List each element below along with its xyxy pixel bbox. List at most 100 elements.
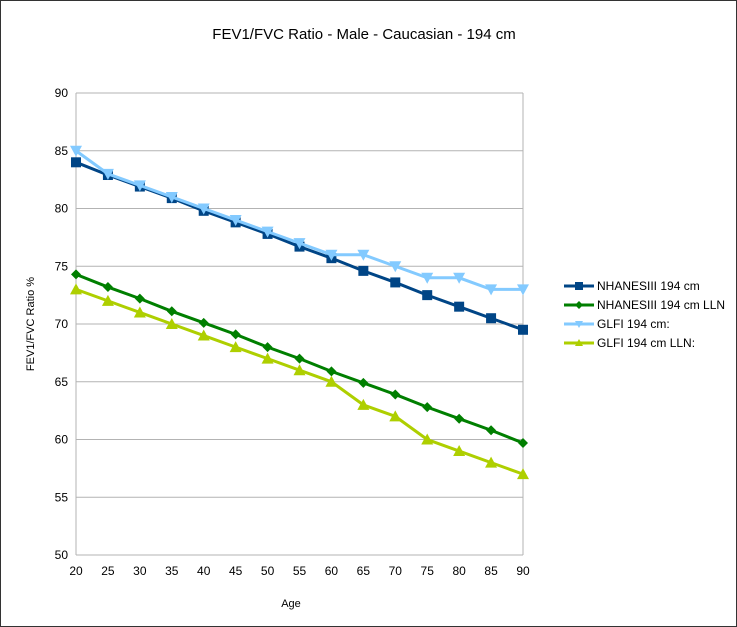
triangle-down-marker	[197, 203, 210, 215]
triangle-down-marker	[421, 272, 434, 284]
triangle-down-marker	[357, 249, 370, 261]
triangle-down-marker	[485, 284, 498, 296]
y-tick-label: 70	[55, 317, 69, 331]
diamond-marker	[326, 366, 337, 377]
triangle-down-marker	[389, 261, 402, 273]
y-tick-label: 80	[55, 202, 69, 216]
x-tick-labels: 20 25 30 35 40 45 50 55 60 65 70 75 80 85 90	[69, 564, 530, 578]
y-axis-label: FEV1/FVC Ratio %	[25, 277, 37, 371]
diamond-marker	[166, 306, 177, 317]
legend-label: NHANESIII 194 cm	[597, 279, 700, 293]
series-2	[70, 145, 529, 296]
triangle-down-marker	[229, 215, 242, 227]
square-marker	[454, 301, 465, 312]
triangle-up-marker	[485, 456, 498, 468]
legend-label: NHANESIII 194 cm LLN	[597, 298, 725, 312]
triangle-up-marker	[70, 283, 82, 295]
diamond-marker	[575, 301, 583, 309]
legend-label: GLFI 194 cm:	[597, 317, 670, 331]
legend-item: NHANESIII 194 cm	[564, 279, 700, 293]
y-tick-label: 90	[55, 86, 69, 100]
diamond-marker	[422, 402, 433, 413]
triangle-down-marker	[261, 226, 274, 238]
y-tick-label: 75	[55, 259, 69, 273]
x-tick-label: 85	[484, 564, 498, 578]
triangle-up-marker	[133, 306, 146, 318]
x-tick-label: 45	[229, 564, 243, 578]
square-marker	[358, 265, 369, 276]
triangle-up-marker	[421, 433, 434, 445]
legend-item: GLFI 194 cm LLN:	[564, 336, 695, 350]
diamond-marker	[230, 329, 241, 340]
x-tick-label: 75	[421, 564, 435, 578]
triangle-up-marker	[101, 294, 114, 306]
legend-item: NHANESIII 194 cm LLN	[564, 298, 725, 312]
x-tick-label: 80	[452, 564, 466, 578]
diamond-marker	[390, 389, 401, 400]
triangle-down-marker	[293, 238, 306, 250]
triangle-down-marker	[325, 249, 338, 261]
triangle-up-marker	[261, 352, 274, 364]
x-tick-label: 25	[101, 564, 115, 578]
series-1	[71, 269, 528, 448]
triangle-up-marker	[453, 445, 466, 457]
triangle-up-marker	[389, 410, 402, 422]
y-tick-label: 60	[55, 433, 69, 447]
triangle-down-marker	[70, 145, 82, 157]
diamond-marker	[198, 317, 209, 328]
diamond-marker	[294, 353, 305, 364]
triangle-down-marker	[133, 180, 146, 192]
triangle-up-marker	[357, 398, 370, 410]
diamond-marker	[454, 413, 465, 424]
series-line	[75, 149, 523, 291]
x-tick-label: 20	[69, 564, 83, 578]
square-marker	[71, 157, 81, 168]
triangle-up-marker	[517, 468, 529, 480]
triangle-down-marker	[453, 272, 466, 284]
triangle-down-marker	[575, 321, 583, 328]
chart-title: FEV1/FVC Ratio - Male - Caucasian - 194 …	[212, 26, 515, 43]
y-tick-label: 55	[55, 490, 69, 504]
square-marker	[518, 324, 528, 335]
x-tick-label: 35	[165, 564, 179, 578]
x-tick-label: 55	[293, 564, 307, 578]
triangle-up-marker	[229, 341, 242, 353]
triangle-down-marker	[165, 191, 178, 203]
x-axis-label: Age	[281, 598, 301, 610]
series-group	[70, 145, 529, 480]
square-marker	[486, 313, 497, 324]
legend-item: GLFI 194 cm:	[564, 317, 670, 331]
square-marker	[390, 277, 401, 288]
triangle-up-marker	[165, 318, 178, 329]
grid-lines	[75, 92, 524, 556]
diamond-marker	[71, 269, 81, 280]
y-tick-labels: 50 55 60 65 70 75 80 85 90	[55, 86, 69, 562]
triangle-up-marker	[325, 375, 338, 387]
diamond-marker	[358, 377, 369, 388]
square-marker	[422, 290, 433, 301]
diamond-marker	[102, 282, 113, 293]
legend-label: GLFI 194 cm LLN:	[597, 336, 695, 350]
legend: NHANESIII 194 cm NHANESIII 194 cm LLN GLFI…	[564, 279, 725, 350]
x-tick-label: 30	[133, 564, 147, 578]
x-tick-label: 65	[357, 564, 371, 578]
triangle-down-marker	[101, 168, 114, 180]
triangle-down-marker	[517, 284, 529, 296]
diamond-marker	[134, 293, 145, 304]
series-3	[70, 283, 529, 480]
y-tick-label: 85	[55, 144, 69, 158]
x-tick-label: 40	[197, 564, 211, 578]
triangle-up-marker	[197, 329, 210, 341]
x-tick-label: 90	[516, 564, 530, 578]
square-marker	[575, 282, 583, 290]
diamond-marker	[262, 342, 273, 353]
x-tick-label: 70	[389, 564, 403, 578]
y-tick-label: 65	[55, 375, 69, 389]
diamond-marker	[518, 437, 528, 448]
triangle-up-marker	[293, 364, 306, 376]
triangle-up-marker	[575, 339, 583, 346]
y-tick-label: 50	[55, 548, 69, 562]
x-tick-label: 50	[261, 564, 275, 578]
